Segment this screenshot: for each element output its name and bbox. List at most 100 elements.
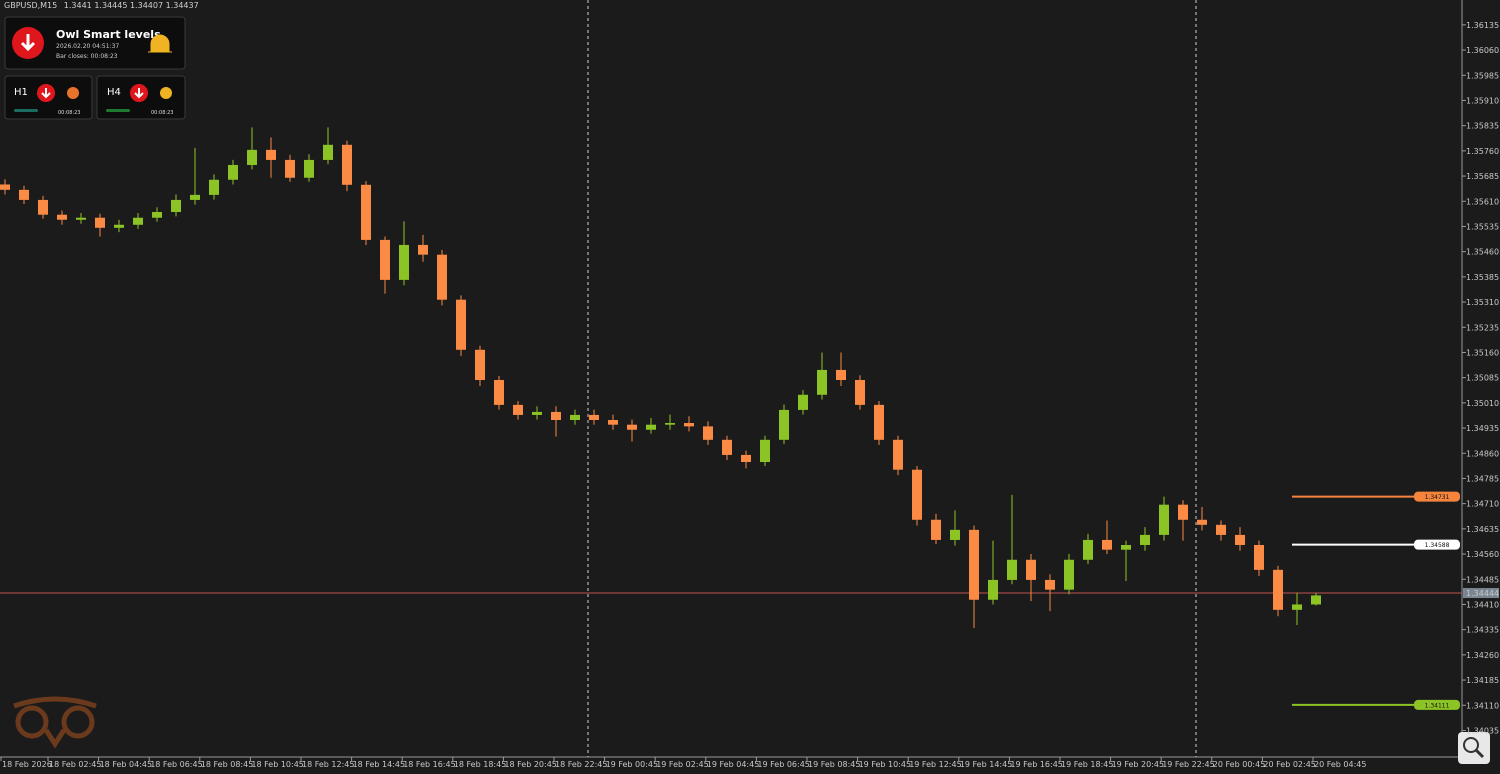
x-tick-label: 18 Feb 22:45 [555, 760, 607, 769]
candle-body [779, 409, 789, 440]
x-tick-label: 20 Feb 00:45 [1213, 760, 1265, 769]
candle-body [532, 411, 542, 415]
candle-body [323, 144, 333, 160]
candle-body [1102, 539, 1112, 550]
candle-body [874, 404, 884, 440]
level-label: 1.34111 [1425, 702, 1450, 709]
x-tick-label: 18 Feb 04:45 [100, 760, 152, 769]
candle-body [171, 199, 181, 213]
logo-eye [61, 705, 95, 739]
zoom-icon[interactable] [1474, 748, 1485, 759]
candle-body [38, 199, 48, 215]
down-arrow [41, 88, 51, 99]
x-tick-label: 18 Feb 02:45 [49, 760, 101, 769]
candle-body [380, 239, 390, 280]
candle-body [1064, 559, 1074, 590]
candle-body [836, 369, 846, 381]
y-tick-label: 1.35085 [1466, 374, 1499, 383]
y-tick-label: 1.34710 [1466, 500, 1499, 509]
candle-body [1121, 544, 1131, 550]
candle-body [418, 244, 428, 255]
candle-body [1178, 504, 1188, 520]
candle-body [1235, 534, 1245, 545]
down-arrow [20, 34, 36, 52]
y-tick-label: 1.34935 [1466, 424, 1499, 433]
x-tick-label: 19 Feb 04:45 [707, 760, 759, 769]
candle-body [1311, 595, 1321, 605]
candle-body [1273, 569, 1283, 610]
x-tick-label: 18 Feb 2026 [2, 760, 52, 769]
candle-body [760, 439, 770, 462]
candle-body [1216, 524, 1226, 535]
y-tick-label: 1.34185 [1466, 676, 1499, 685]
y-tick-label: 1.35985 [1466, 71, 1499, 80]
candle-body [684, 423, 694, 427]
x-tick-label: 19 Feb 10:45 [859, 760, 911, 769]
y-tick-label: 1.36135 [1466, 21, 1499, 30]
y-tick-label: 1.34860 [1466, 449, 1499, 458]
x-tick-label: 20 Feb 04:45 [1314, 760, 1366, 769]
level-tag [1414, 539, 1460, 550]
x-tick-label: 19 Feb 14:45 [960, 760, 1012, 769]
y-tick-label: 1.35910 [1466, 96, 1499, 105]
candle-body [95, 217, 105, 228]
logo-brow [13, 696, 97, 749]
candle-body [1045, 579, 1055, 590]
y-tick-label: 1.35160 [1466, 348, 1499, 357]
candle-body [988, 579, 998, 600]
candle-body [342, 144, 352, 185]
zoom-button[interactable] [1458, 732, 1490, 764]
ohlc-open: 1.3441 [64, 1, 92, 10]
candle-body [361, 184, 371, 240]
frame-label: H1 [14, 87, 28, 98]
x-tick-label: 19 Feb 18:45 [1061, 760, 1113, 769]
y-tick-label: 1.35610 [1466, 197, 1499, 206]
y-tick-label: 1.34410 [1466, 600, 1499, 609]
candle-body [627, 424, 637, 430]
y-tick-label: 1.34785 [1466, 474, 1499, 483]
y-tick-label: 1.35310 [1466, 298, 1499, 307]
alarm-icon [67, 87, 79, 99]
candle-body [1007, 559, 1017, 580]
y-tick-label: 1.35685 [1466, 172, 1499, 181]
candle-body [247, 149, 257, 165]
x-tick-label: 18 Feb 06:45 [150, 760, 202, 769]
current-price-tag [1463, 588, 1499, 599]
candle-body [475, 349, 485, 381]
candle-body [1083, 539, 1093, 560]
current-price-label: 1.34444 [1466, 589, 1499, 598]
candle-body [266, 149, 276, 160]
candle-body [703, 426, 713, 440]
y-tick-label: 1.35835 [1466, 122, 1499, 131]
candle-body [152, 212, 162, 218]
candle-body [513, 404, 523, 415]
candle-body [969, 529, 979, 600]
zoom-icon[interactable] [1463, 737, 1479, 753]
candle-body [190, 194, 200, 200]
candle-body [456, 299, 466, 350]
frame-label: H4 [107, 87, 121, 98]
x-tick-label: 18 Feb 18:45 [454, 760, 506, 769]
symbol: GBPUSD,M15 [4, 1, 57, 10]
x-tick-label: 18 Feb 20:45 [504, 760, 556, 769]
y-tick-label: 1.34260 [1466, 651, 1499, 660]
candle-body [551, 411, 561, 420]
candle-body [437, 254, 447, 300]
candle-body [1254, 544, 1264, 570]
y-tick-label: 1.35385 [1466, 273, 1499, 282]
alarm-icon [148, 34, 172, 53]
candle-body [399, 244, 409, 280]
x-tick-label: 19 Feb 02:45 [656, 760, 708, 769]
x-tick-label: 19 Feb 06:45 [757, 760, 809, 769]
ohlc-low: 1.34407 [130, 1, 163, 10]
zoom-bg[interactable] [1458, 732, 1490, 764]
candle-body [798, 394, 808, 410]
candle-body [646, 424, 656, 430]
x-tick-label: 19 Feb 20:45 [1112, 760, 1164, 769]
candle-body [1292, 604, 1302, 610]
x-tick-label: 18 Feb 16:45 [403, 760, 455, 769]
ohlc-close: 1.34437 [166, 1, 199, 10]
y-tick-label: 1.34110 [1466, 701, 1499, 710]
level-label: 1.34731 [1425, 494, 1450, 501]
